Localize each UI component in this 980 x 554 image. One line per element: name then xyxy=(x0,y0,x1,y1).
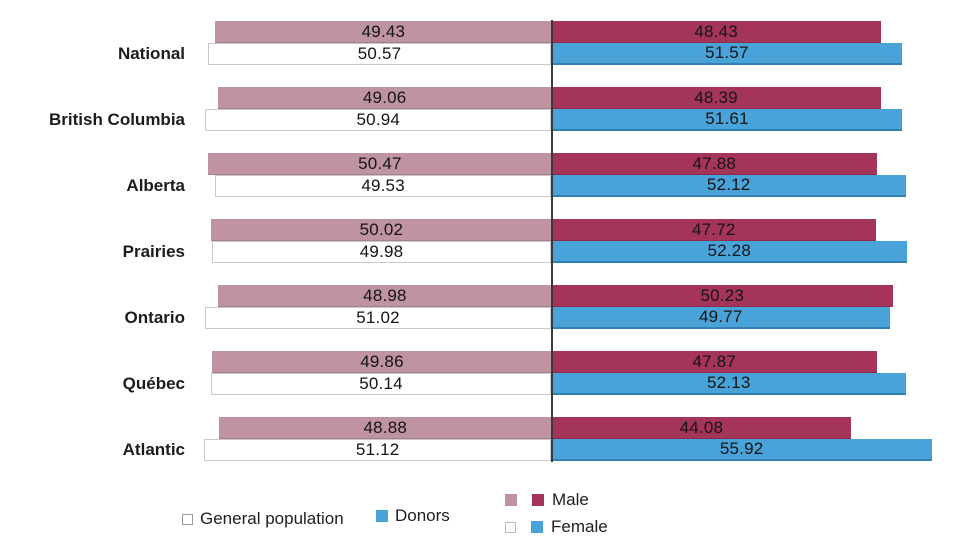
bar-gen-male: 50.47 xyxy=(208,153,552,175)
bar-donor-male: 50.23 xyxy=(551,285,894,307)
legend-item-male: Male xyxy=(505,490,589,510)
legend-label-general-population: General population xyxy=(200,509,344,528)
bar-gen-female: 51.12 xyxy=(203,439,552,461)
category-label: Alberta xyxy=(126,176,185,195)
bar-donor-female: 52.12 xyxy=(551,175,906,197)
category-label: Prairies xyxy=(122,242,185,261)
general-female-swatch xyxy=(505,521,516,533)
bar-donor-female: 51.61 xyxy=(551,109,903,131)
legend-label-donors: Donors xyxy=(395,506,450,525)
bar-donor-male: 48.43 xyxy=(551,21,881,43)
category-label: National xyxy=(117,44,185,63)
donors-swatch xyxy=(376,510,388,522)
bar-donor-female: 55.92 xyxy=(551,439,932,461)
donor-male-swatch xyxy=(532,494,544,506)
bar-donor-male: 47.88 xyxy=(551,153,878,175)
category-label: Atlantic xyxy=(122,440,185,459)
bar-donor-female: 49.77 xyxy=(551,307,890,329)
general-male-swatch xyxy=(505,494,517,506)
legend-item-general-population: General population xyxy=(182,509,344,529)
bar-gen-male: 48.98 xyxy=(218,285,552,307)
bar-gen-male: 50.02 xyxy=(211,219,552,241)
bar-donor-female: 52.13 xyxy=(551,373,906,395)
bar-gen-male: 49.06 xyxy=(217,87,552,109)
legend-item-donors: Donors xyxy=(376,506,450,526)
bar-donor-female: 51.57 xyxy=(551,43,903,65)
bar-gen-female: 49.53 xyxy=(214,175,552,197)
bar-gen-male: 49.86 xyxy=(212,351,552,373)
bar-gen-male: 49.43 xyxy=(215,21,552,43)
bar-gen-female: 50.94 xyxy=(205,109,552,131)
category-label: Ontario xyxy=(124,308,185,327)
legend-label-female: Female xyxy=(551,517,608,536)
bar-gen-male: 48.88 xyxy=(219,417,552,439)
general-population-swatch xyxy=(182,513,193,525)
donor-female-swatch xyxy=(531,521,543,533)
legend-label-male: Male xyxy=(552,490,589,509)
bar-donor-male: 48.39 xyxy=(551,87,881,109)
bar-gen-female: 50.57 xyxy=(207,43,552,65)
bar-donor-male: 47.87 xyxy=(551,351,878,373)
bar-gen-female: 51.02 xyxy=(204,307,552,329)
bar-donor-female: 52.28 xyxy=(551,241,907,263)
legend-item-female: Female xyxy=(505,517,608,537)
bar-gen-female: 49.98 xyxy=(211,241,552,263)
category-label: Québec xyxy=(122,374,185,393)
bar-donor-male: 44.08 xyxy=(551,417,852,439)
center-axis-line xyxy=(551,20,553,462)
bar-donor-male: 47.72 xyxy=(551,219,876,241)
category-label: British Columbia xyxy=(48,110,185,129)
bar-gen-female: 50.14 xyxy=(210,373,552,395)
